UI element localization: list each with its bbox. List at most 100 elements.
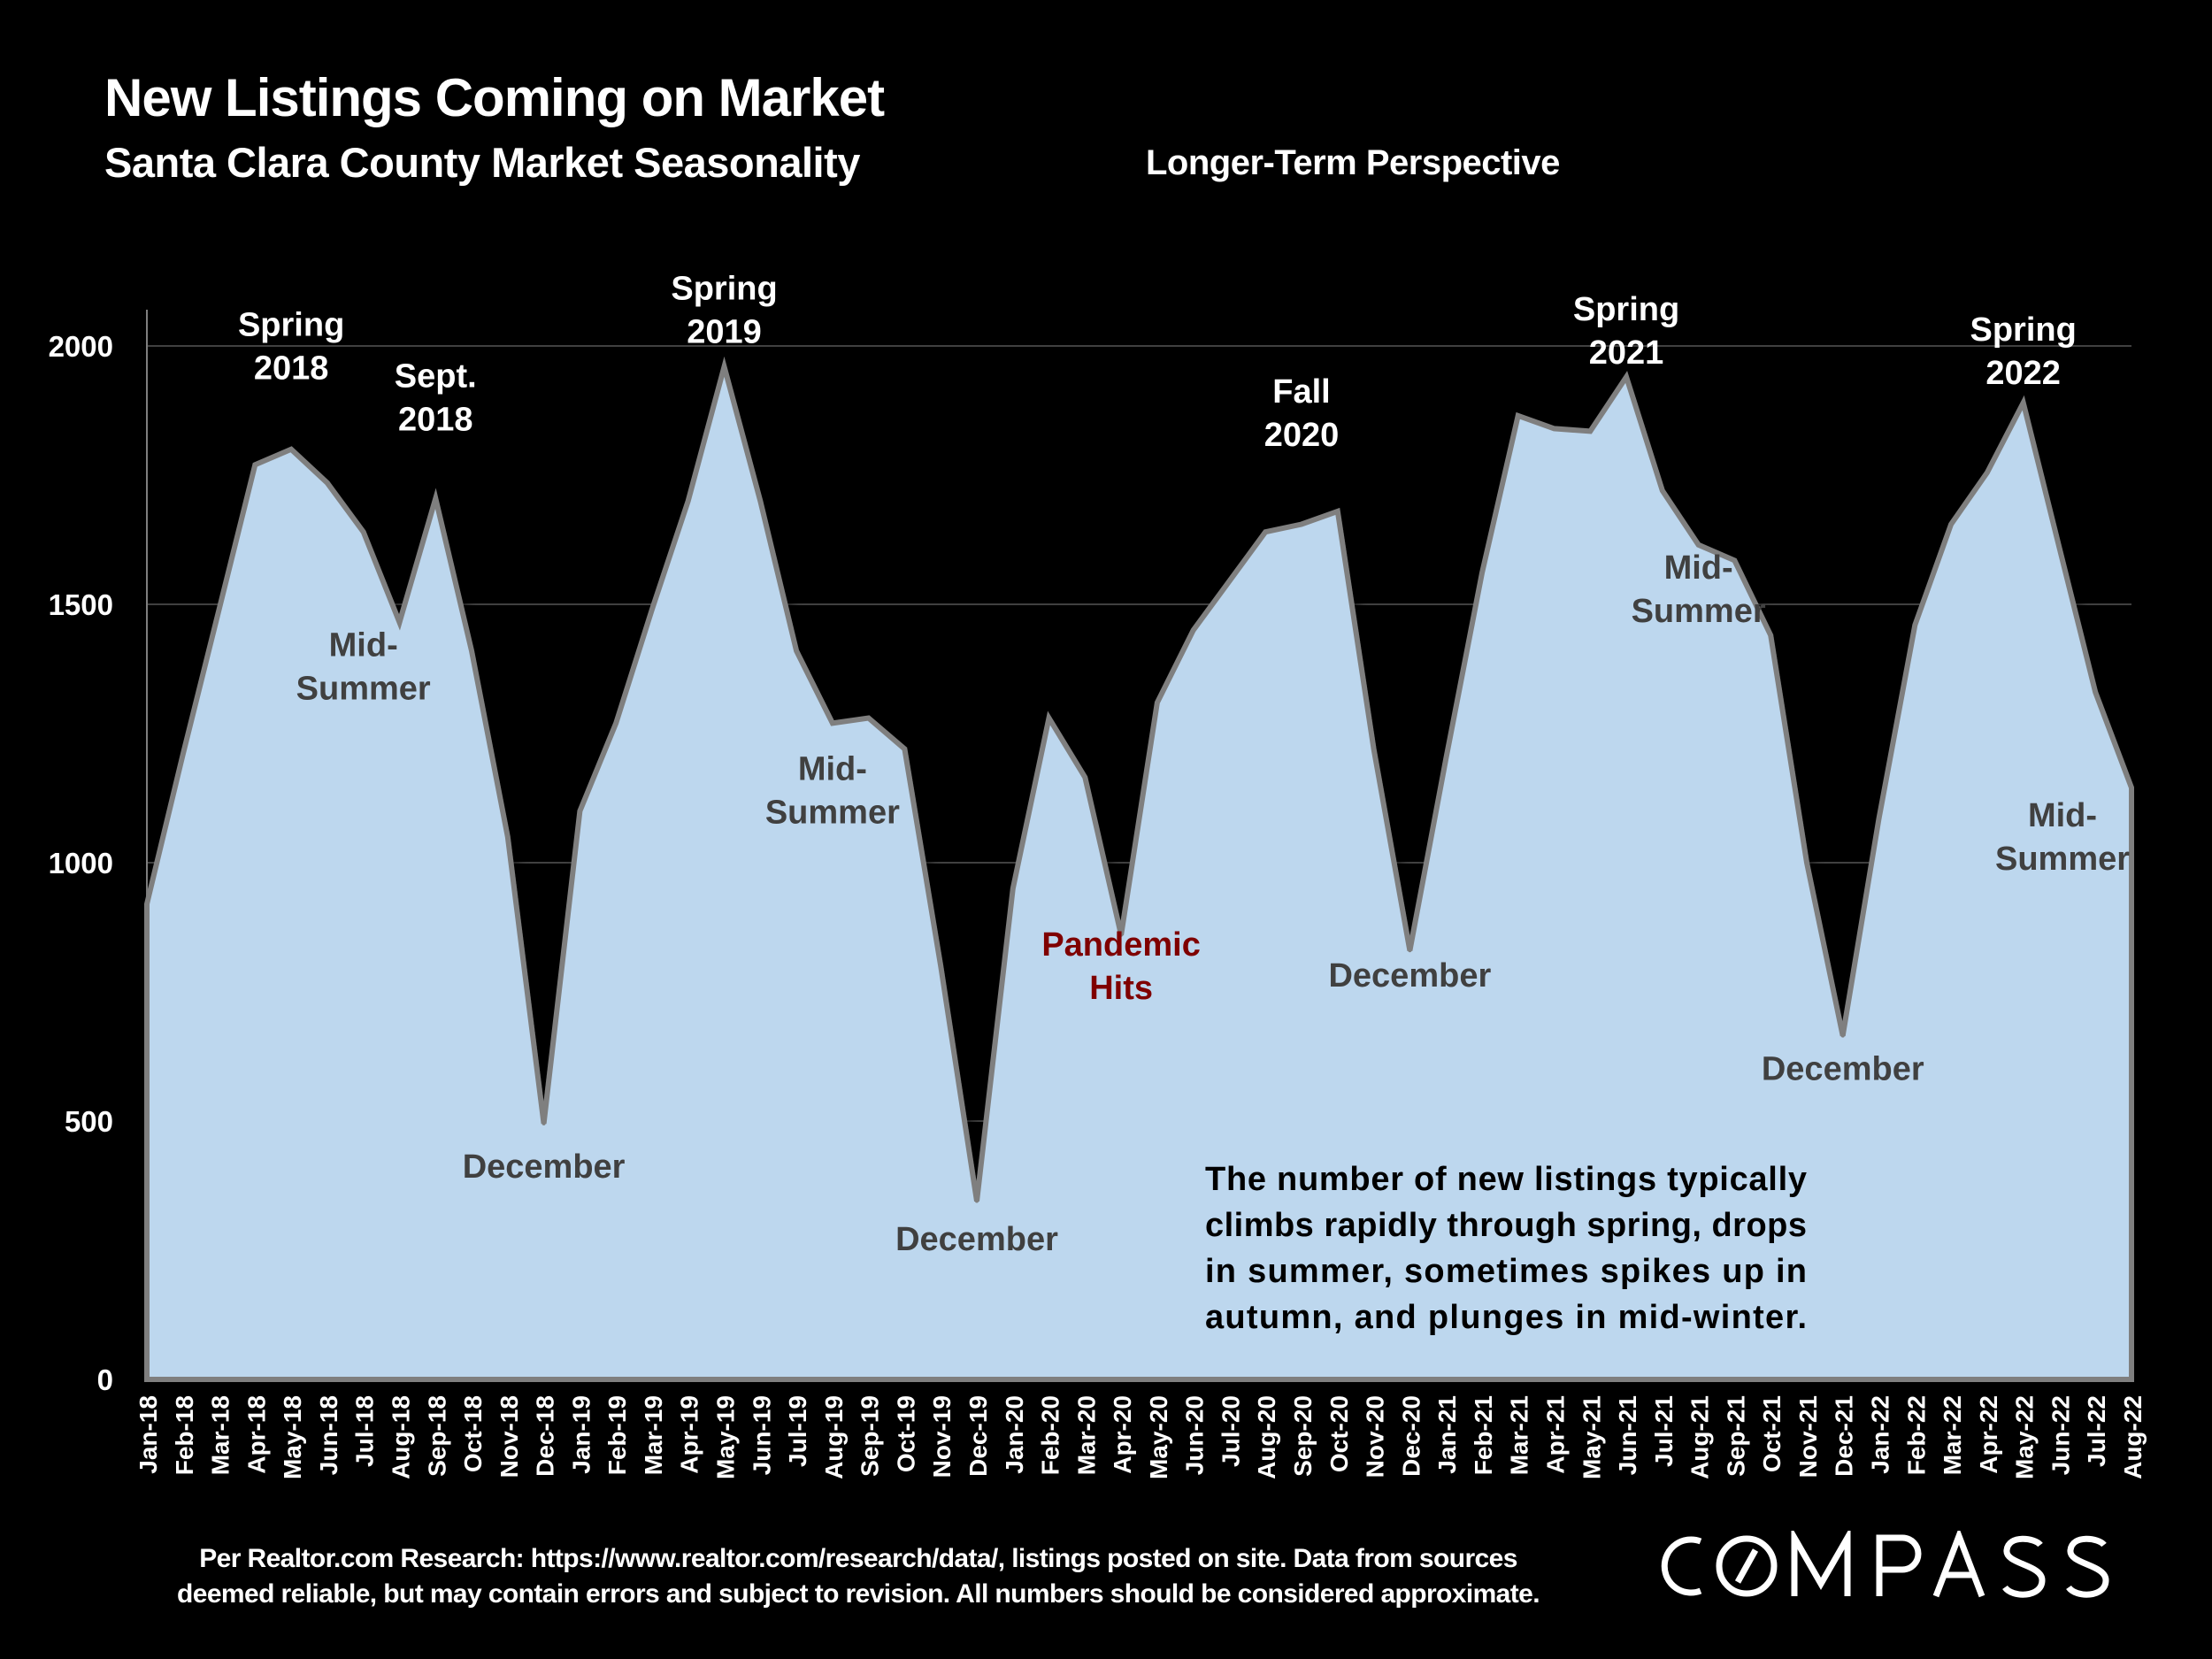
data-point [1047, 716, 1051, 720]
x-tick-label: May-22 [2011, 1395, 2039, 1479]
data-point [1696, 542, 1701, 547]
data-point [1408, 949, 1412, 953]
data-point [541, 1121, 546, 1125]
chart-title: New Listings Coming on Market [104, 68, 885, 127]
data-point [1479, 571, 1484, 575]
compass-logo [1661, 1531, 2109, 1598]
data-point [722, 365, 726, 369]
y-tick-label: 0 [97, 1363, 113, 1396]
x-tick-label: Dec-18 [532, 1395, 559, 1477]
data-point [253, 463, 257, 467]
annotation-label: December [463, 1148, 626, 1186]
data-point [470, 649, 474, 653]
x-tick-label: Nov-18 [495, 1395, 523, 1478]
x-tick-label: May-19 [712, 1395, 740, 1479]
data-point [939, 964, 943, 968]
x-tick-label: Aug-21 [1686, 1395, 1714, 1479]
annotation-label: Spring 2019 [671, 270, 777, 350]
data-point [1083, 775, 1087, 780]
annotation-label: December [895, 1221, 1058, 1258]
data-point [686, 499, 690, 503]
x-tick-label: Jun-21 [1614, 1395, 1641, 1475]
data-point [397, 620, 402, 625]
data-point [2057, 545, 2062, 549]
x-tick-label: Mar-19 [640, 1395, 667, 1475]
x-tick-label: Aug-18 [387, 1395, 414, 1479]
x-tick-label: Jul-18 [351, 1395, 379, 1467]
data-point [1769, 634, 1773, 638]
x-tick-label: Oct-19 [892, 1395, 919, 1472]
x-tick-label: Jun-22 [2047, 1395, 2074, 1475]
x-tick-label: Sep-21 [1722, 1395, 1749, 1477]
annotation-line: December [463, 1148, 626, 1186]
x-tick-label: Oct-18 [459, 1395, 487, 1472]
x-tick-label: Apr-18 [242, 1395, 270, 1474]
data-point [1516, 413, 1520, 418]
logo-letter-o [1716, 1535, 1778, 1597]
x-tick-label: Jun-18 [315, 1395, 342, 1475]
annotation-label: Sept. 2018 [395, 358, 477, 439]
data-point [1949, 522, 1954, 526]
data-point [1119, 933, 1124, 937]
data-point [902, 747, 907, 751]
annotations: Spring 2018 Sept. 2018 Mid- Summer December Spr… [238, 270, 2130, 1258]
annotation-label: Mid- Summer [1632, 549, 1766, 630]
x-tick-label: Jan-20 [1001, 1395, 1028, 1474]
explanatory-note: The number of new listings typically clim… [1205, 1161, 1807, 1336]
x-tick-label: Feb-20 [1037, 1395, 1064, 1475]
x-tick-label: Dec-21 [1831, 1395, 1858, 1477]
annotation-line: 2021 [1589, 334, 1664, 372]
data-point [1371, 747, 1376, 751]
data-point [180, 752, 185, 757]
x-tick-label: Apr-19 [676, 1395, 703, 1474]
x-tick-label: Dec-20 [1397, 1395, 1425, 1477]
chart-subtitle: Santa Clara County Market Seasonality [104, 139, 860, 186]
x-tick-label: Nov-21 [1794, 1395, 1822, 1478]
data-point [1588, 429, 1593, 434]
data-point [1840, 1033, 1845, 1038]
x-tick-label: Aug-22 [2119, 1395, 2147, 1479]
data-point [1300, 522, 1304, 526]
x-tick-label: Apr-21 [1541, 1395, 1569, 1474]
y-tick-label: 1000 [49, 847, 113, 879]
area-series [144, 356, 2134, 1382]
data-point [1877, 817, 1881, 821]
data-point [289, 447, 294, 451]
data-point [1732, 558, 1737, 563]
annotation-label: December [1762, 1050, 1924, 1087]
x-tick-label: Sep-19 [856, 1395, 884, 1477]
x-tick-label: Mar-22 [1939, 1395, 1966, 1475]
x-tick-label: May-20 [1145, 1395, 1172, 1479]
data-point [866, 716, 871, 720]
x-tick-label: Jan-21 [1433, 1395, 1461, 1474]
x-tick-label: Jun-20 [1181, 1395, 1209, 1475]
perspective-label: Longer-Term Perspective [1146, 143, 1560, 182]
data-point [2021, 401, 2025, 405]
data-point [1010, 887, 1015, 891]
x-tick-label: Jan-18 [134, 1395, 162, 1474]
note-line: in summer, sometimes spikes up in [1205, 1253, 1807, 1290]
annotation-line: Summer [296, 670, 431, 707]
data-point [795, 649, 799, 653]
x-tick-label: Nov-19 [928, 1395, 956, 1478]
note-line: climbs rapidly through spring, drops [1205, 1207, 1807, 1244]
annotation-label: Fall 2020 [1264, 373, 1340, 454]
x-tick-label: Aug-20 [1253, 1395, 1280, 1479]
data-point [325, 480, 329, 485]
annotation-line: Summer [1995, 841, 2130, 878]
annotation-line: Mid- [1664, 549, 1733, 587]
annotation-line: December [1762, 1050, 1924, 1087]
data-point [1660, 488, 1664, 493]
data-point [1985, 471, 1989, 475]
data-point [434, 496, 438, 501]
data-point [1155, 700, 1159, 704]
x-tick-label: Feb-22 [1902, 1395, 1930, 1475]
annotation-label: Spring 2021 [1573, 291, 1679, 372]
annotation-line: Mid- [329, 626, 398, 664]
x-tick-label: Nov-20 [1362, 1395, 1389, 1478]
data-point [614, 721, 618, 726]
x-tick-label: Sep-18 [423, 1395, 450, 1477]
data-point [145, 902, 149, 906]
x-tick-label: Mar-21 [1506, 1395, 1533, 1475]
data-point [1191, 628, 1195, 633]
